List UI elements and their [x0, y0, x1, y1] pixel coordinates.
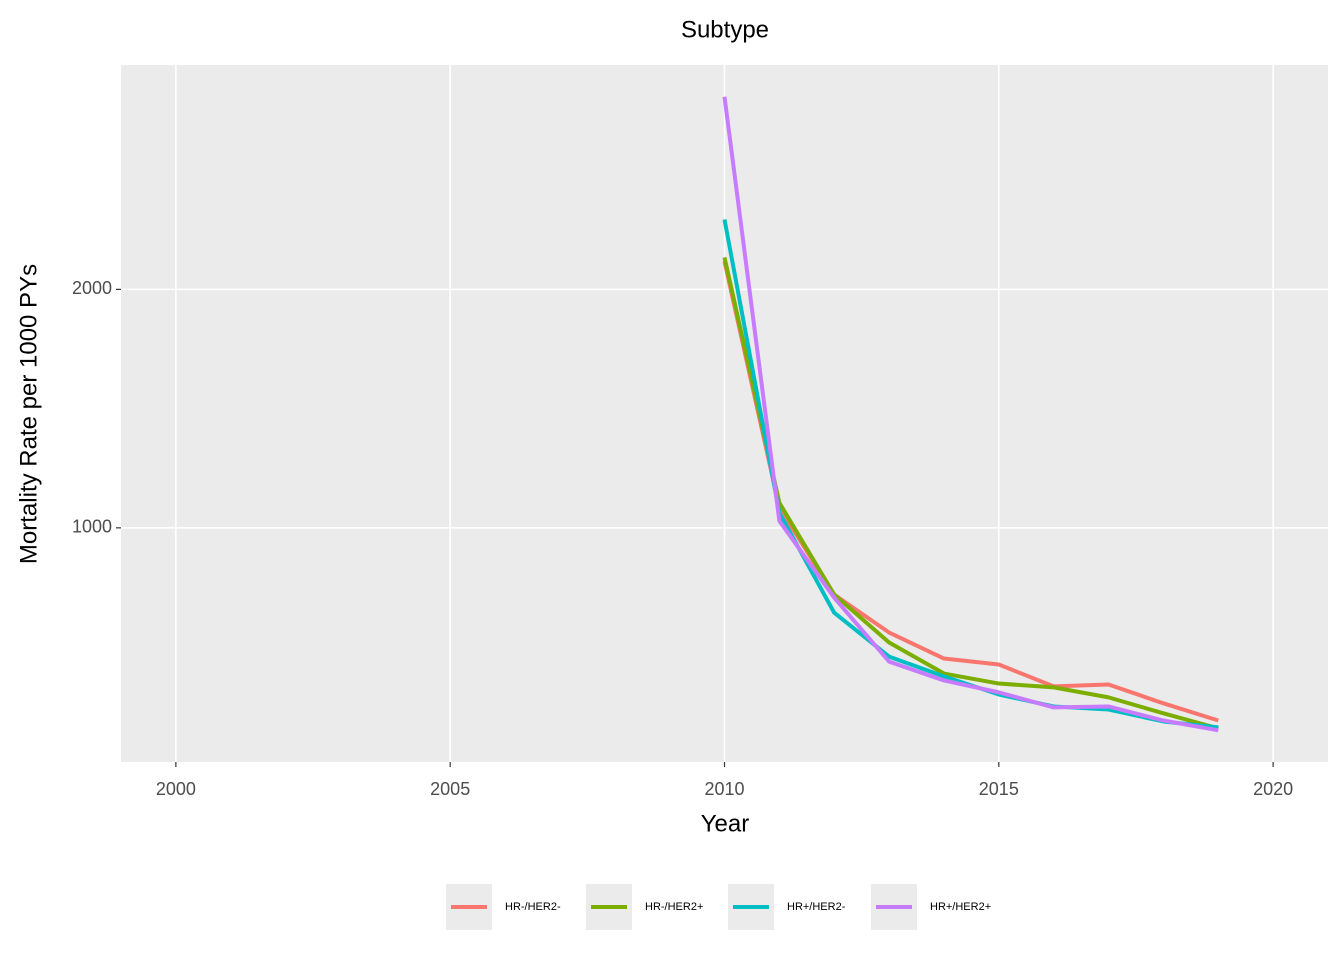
lines [722, 96, 1219, 733]
legend-label: HR+/HER2+ [930, 901, 991, 913]
series-line [722, 96, 1219, 733]
y-tick-label: 2000 [72, 278, 112, 298]
x-tick-label: 2020 [1253, 779, 1293, 799]
y-tick-label: 1000 [72, 517, 112, 537]
grid [121, 65, 1328, 762]
legend-label: HR-/HER2- [505, 901, 561, 913]
legend-label: HR-/HER2+ [645, 901, 703, 913]
x-tick-label: 2010 [704, 779, 744, 799]
x-tick-label: 2005 [430, 779, 470, 799]
legend: HR-/HER2- HR-/HER2+ HR+/HER2- HR+/HER2+ [446, 884, 991, 930]
legend-label: HR+/HER2- [787, 901, 846, 913]
y-axis-title: Mortality Rate per 1000 PYs [15, 264, 42, 564]
x-tick-label: 2000 [156, 779, 196, 799]
x-tick-label: 2015 [979, 779, 1019, 799]
series-line [722, 256, 1219, 731]
chart-title: Subtype [681, 16, 769, 43]
x-axis-title: Year [701, 810, 750, 837]
